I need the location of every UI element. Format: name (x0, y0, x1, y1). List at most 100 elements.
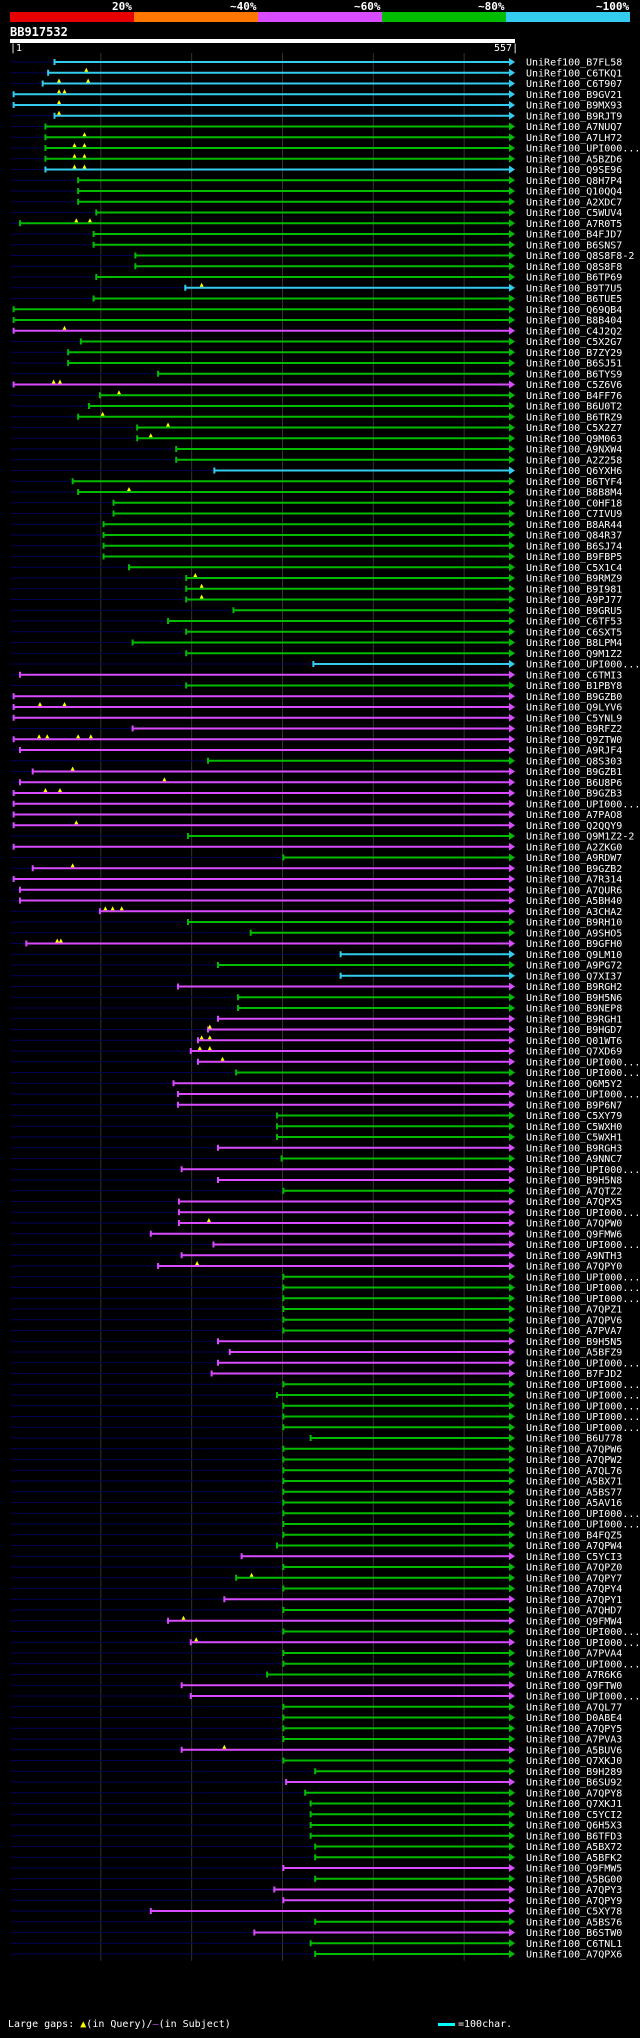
hit-label[interactable]: UniRef100_UPI000... (526, 1423, 640, 1434)
hit-row[interactable]: UniRef100_Q01WT6 (10, 1035, 622, 1047)
hit-label[interactable]: UniRef100_Q8H7P4 (526, 176, 622, 187)
hit-label[interactable]: UniRef100_B9FBP5 (526, 552, 622, 563)
hit-row[interactable]: UniRef100_A7QPY0 (10, 1261, 622, 1273)
hit-row[interactable]: UniRef100_B6TFD3 (10, 1831, 622, 1842)
hit-label[interactable]: UniRef100_A7QHD7 (526, 1606, 622, 1617)
hit-label[interactable]: UniRef100_A5BH40 (526, 896, 622, 907)
hit-row[interactable]: UniRef100_UPI000... (10, 1692, 640, 1703)
hit-row[interactable]: UniRef100_Q9FMW4 (10, 1615, 622, 1628)
hit-row[interactable]: UniRef100_A7QHD7 (10, 1606, 622, 1617)
hit-label[interactable]: UniRef100_A7QTZ2 (526, 1186, 622, 1197)
hit-row[interactable]: UniRef100_A7QTZ2 (10, 1186, 622, 1197)
hit-row[interactable]: UniRef100_A7QPY1 (10, 1595, 622, 1606)
hit-label[interactable]: UniRef100_A5BZD6 (526, 154, 622, 165)
hit-label[interactable]: UniRef100_A9RJF4 (526, 746, 622, 757)
hit-label[interactable]: UniRef100_B9GZB0 (526, 692, 622, 703)
hit-row[interactable]: UniRef100_UPI000... (10, 1520, 640, 1531)
hit-row[interactable]: UniRef100_UPI000... (10, 1358, 640, 1369)
hit-row[interactable]: UniRef100_UPI000... (10, 660, 640, 671)
hit-row[interactable]: UniRef100_A7QPV6 (10, 1315, 622, 1326)
hit-row[interactable]: UniRef100_UPI000... (10, 1401, 640, 1412)
hit-row[interactable]: UniRef100_Q7XD69 (10, 1046, 622, 1058)
hit-row[interactable]: UniRef100_B8B8M4 (10, 487, 622, 499)
hit-row[interactable]: UniRef100_B6TUE5 (10, 294, 622, 305)
hit-label[interactable]: UniRef100_C5WUV4 (526, 208, 622, 219)
hit-label[interactable]: UniRef100_C5WXH1 (526, 1133, 622, 1144)
hit-row[interactable]: UniRef100_B7ZY29 (10, 348, 622, 359)
hit-label[interactable]: UniRef100_UPI000... (526, 1165, 640, 1176)
hit-label[interactable]: UniRef100_Q01WT6 (526, 1036, 622, 1047)
hit-label[interactable]: UniRef100_B9HGD7 (526, 1025, 622, 1036)
hit-row[interactable]: UniRef100_Q6YXH6 (10, 466, 622, 477)
hit-row[interactable]: UniRef100_Q8H7P4 (10, 176, 622, 187)
hit-label[interactable]: UniRef100_A7QPY9 (526, 1896, 622, 1907)
hit-row[interactable]: UniRef100_D0ABE4 (10, 1713, 622, 1724)
hit-row[interactable]: UniRef100_B8LPM4 (10, 638, 622, 649)
hit-label[interactable]: UniRef100_Q7XD69 (526, 1047, 622, 1058)
hit-row[interactable]: UniRef100_B6U778 (10, 1434, 622, 1445)
hit-label[interactable]: UniRef100_UPI000... (526, 660, 640, 671)
hit-row[interactable]: UniRef100_A7QUR6 (10, 885, 622, 896)
hit-label[interactable]: UniRef100_B9H5N5 (526, 1337, 622, 1348)
hit-label[interactable]: UniRef100_A7QPV6 (526, 1315, 622, 1326)
hit-row[interactable]: UniRef100_A7QPX5 (10, 1197, 622, 1208)
hit-row[interactable]: UniRef100_Q6M5Y2 (10, 1079, 622, 1090)
hit-row[interactable]: UniRef100_B9GV21 (10, 89, 622, 101)
hit-row[interactable]: UniRef100_Q9LM10 (10, 950, 622, 961)
hit-row[interactable]: UniRef100_A7QPY5 (10, 1724, 622, 1735)
hit-row[interactable]: UniRef100_A2XDC7 (10, 197, 622, 208)
hit-row[interactable]: UniRef100_A7R0T5 (10, 218, 622, 230)
hit-label[interactable]: UniRef100_B9H5N6 (526, 993, 622, 1004)
hit-row[interactable]: UniRef100_A7QL77 (10, 1702, 622, 1713)
hit-row[interactable]: UniRef100_A5BS77 (10, 1487, 622, 1498)
hit-row[interactable]: UniRef100_A2Z258 (10, 455, 622, 466)
hit-label[interactable]: UniRef100_A7QPY3 (526, 1885, 622, 1896)
hit-label[interactable]: UniRef100_A7QPW0 (526, 1219, 622, 1230)
hit-label[interactable]: UniRef100_C6TF53 (526, 617, 622, 628)
hit-label[interactable]: UniRef100_UPI000... (526, 1509, 640, 1520)
hit-row[interactable]: UniRef100_UPI000... (10, 1380, 640, 1391)
hit-label[interactable]: UniRef100_A7QPY5 (526, 1724, 622, 1735)
hit-label[interactable]: UniRef100_UPI000... (526, 1401, 640, 1412)
hit-label[interactable]: UniRef100_A5BS76 (526, 1917, 622, 1928)
hit-label[interactable]: UniRef100_C5WXH0 (526, 1122, 622, 1133)
hit-label[interactable]: UniRef100_A7QPY1 (526, 1595, 622, 1606)
hit-label[interactable]: UniRef100_Q84R37 (526, 531, 622, 542)
hit-label[interactable]: UniRef100_A2XDC7 (526, 197, 622, 208)
hit-row[interactable]: UniRef100_C5YCI2 (10, 1810, 622, 1821)
hit-label[interactable]: UniRef100_A2Z258 (526, 455, 622, 466)
hit-label[interactable]: UniRef100_A3CHA2 (526, 907, 622, 918)
hit-label[interactable]: UniRef100_A5AV16 (526, 1498, 622, 1509)
hit-label[interactable]: UniRef100_Q9SE96 (526, 165, 622, 176)
hit-row[interactable]: UniRef100_C5X1C4 (10, 563, 622, 574)
hit-label[interactable]: UniRef100_Q9FMW4 (526, 1616, 622, 1627)
hit-row[interactable]: UniRef100_A7PVA4 (10, 1649, 622, 1660)
hit-row[interactable]: UniRef100_A5BZD6 (10, 153, 622, 166)
hit-row[interactable]: UniRef100_C6TF53 (10, 617, 622, 628)
hit-row[interactable]: UniRef100_A2ZKG0 (10, 842, 622, 853)
hit-row[interactable]: UniRef100_A5BUV6 (10, 1744, 622, 1757)
hit-label[interactable]: UniRef100_B7FL58 (526, 58, 622, 69)
hit-row[interactable]: UniRef100_UPI000... (10, 1627, 640, 1638)
hit-row[interactable]: UniRef100_B9GZB0 (10, 692, 622, 703)
hit-label[interactable]: UniRef100_D0ABE4 (526, 1713, 622, 1724)
hit-row[interactable]: UniRef100_A7QPZ1 (10, 1305, 622, 1316)
hit-row[interactable]: UniRef100_B9GZB3 (10, 788, 622, 800)
hit-label[interactable]: UniRef100_UPI000... (526, 1358, 640, 1369)
hit-label[interactable]: UniRef100_UPI000... (526, 1294, 640, 1305)
hit-label[interactable]: UniRef100_UPI000... (526, 1412, 640, 1423)
hit-label[interactable]: UniRef100_UPI000... (526, 144, 640, 155)
hit-label[interactable]: UniRef100_C5YCI2 (526, 1810, 622, 1821)
hit-label[interactable]: UniRef100_A7PVA4 (526, 1649, 622, 1660)
hit-label[interactable]: UniRef100_A7R6K6 (526, 1670, 622, 1681)
hit-label[interactable]: UniRef100_B9H289 (526, 1767, 622, 1778)
hit-label[interactable]: UniRef100_Q9FTW0 (526, 1681, 622, 1692)
hit-label[interactable]: UniRef100_A2ZKG0 (526, 842, 622, 853)
hit-label[interactable]: UniRef100_B9T7U5 (526, 283, 622, 294)
hit-label[interactable]: UniRef100_B9GZB2 (526, 864, 622, 875)
hit-label[interactable]: UniRef100_UPI000... (526, 1283, 640, 1294)
hit-label[interactable]: UniRef100_B9GZB1 (526, 767, 622, 778)
hit-label[interactable]: UniRef100_UPI000... (526, 1692, 640, 1703)
hit-label[interactable]: UniRef100_Q9M1Z2 (526, 649, 622, 660)
hit-row[interactable]: UniRef100_Q7XKJ0 (10, 1756, 622, 1767)
